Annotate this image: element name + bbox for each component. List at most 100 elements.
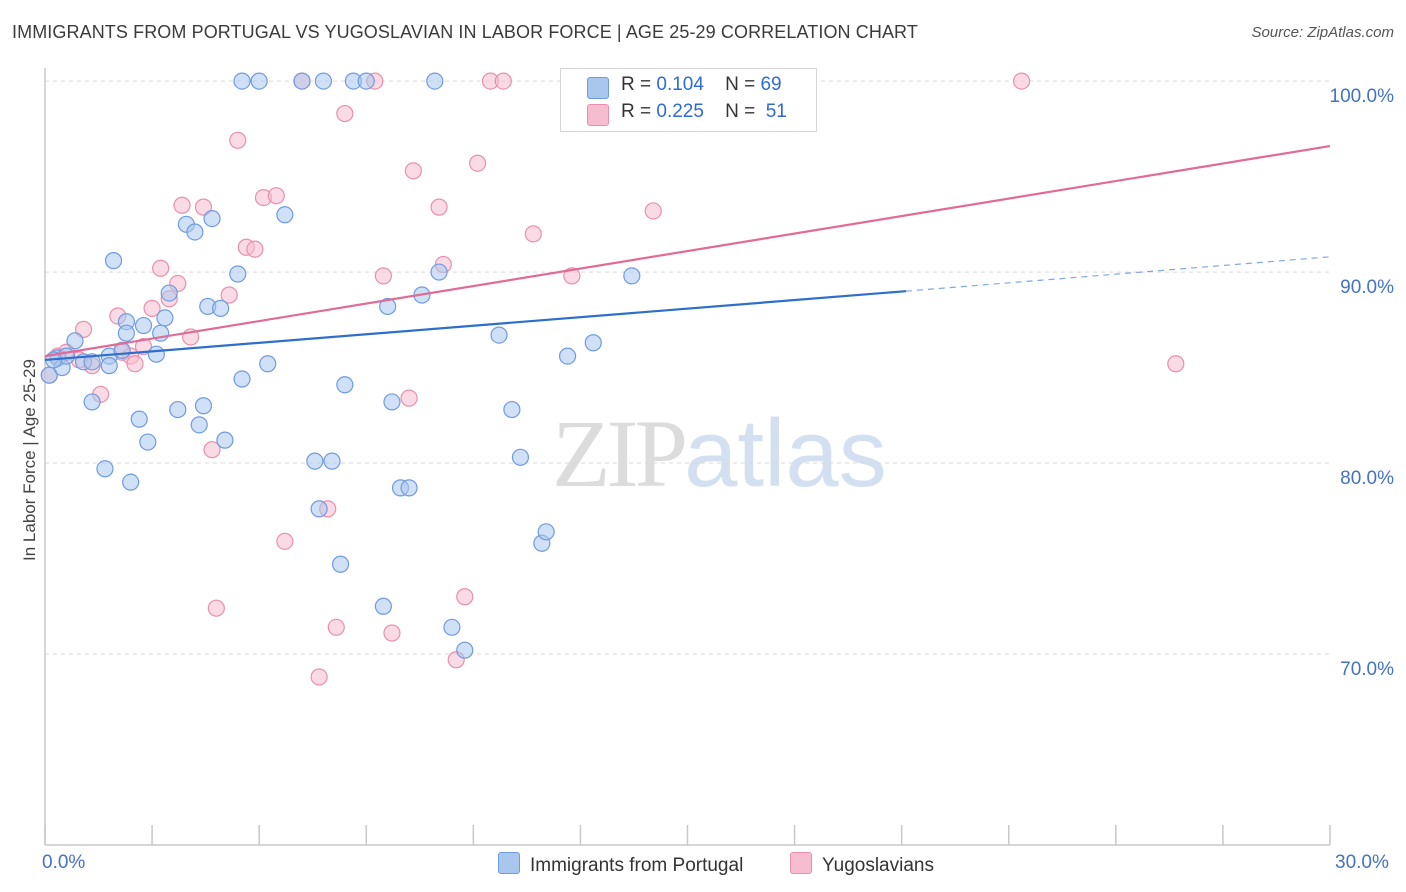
y-tick-label: 70.0% bbox=[1340, 659, 1394, 680]
data-point bbox=[511, 448, 530, 466]
legend-n-value: 51 bbox=[765, 101, 787, 122]
watermark-atlas: atlas bbox=[684, 400, 887, 507]
data-point bbox=[117, 324, 135, 342]
trend-line-portugal bbox=[44, 290, 907, 362]
axes bbox=[44, 68, 1331, 846]
y-tick-label: 80.0% bbox=[1340, 468, 1394, 489]
data-point bbox=[246, 240, 264, 258]
data-point bbox=[456, 641, 474, 659]
data-point bbox=[216, 431, 234, 449]
data-point bbox=[563, 267, 581, 285]
data-point bbox=[327, 618, 345, 636]
trend-line-portugal-projection bbox=[905, 256, 1331, 292]
data-point bbox=[173, 196, 191, 214]
legend-n-value: 69 bbox=[760, 74, 782, 95]
data-point bbox=[126, 355, 144, 373]
data-point bbox=[190, 416, 208, 434]
data-point bbox=[400, 389, 418, 407]
series-yugoslavians bbox=[40, 72, 1185, 686]
pink-swatch-icon bbox=[790, 852, 812, 874]
data-point bbox=[100, 357, 118, 375]
legend-r-value: 0.225 bbox=[656, 101, 704, 122]
data-point bbox=[469, 154, 487, 172]
trend-line-yugoslavians bbox=[44, 144, 1331, 358]
data-point bbox=[1167, 355, 1185, 373]
y-tick-label: 90.0% bbox=[1340, 277, 1394, 298]
data-point bbox=[66, 332, 84, 350]
data-point bbox=[267, 187, 285, 205]
data-point bbox=[259, 355, 277, 373]
trend-lines bbox=[44, 144, 1331, 362]
legend-n-label: N = bbox=[725, 101, 756, 122]
data-point bbox=[383, 393, 401, 411]
data-point bbox=[383, 624, 401, 642]
data-point bbox=[122, 473, 140, 491]
data-point bbox=[456, 588, 474, 606]
data-point bbox=[160, 284, 178, 302]
data-point bbox=[310, 500, 328, 518]
data-point bbox=[212, 299, 230, 317]
data-point bbox=[134, 316, 153, 335]
data-point bbox=[430, 263, 448, 281]
grid-lines bbox=[45, 80, 1330, 655]
data-point bbox=[537, 523, 555, 541]
data-point bbox=[331, 555, 350, 573]
data-point bbox=[400, 479, 418, 497]
data-point bbox=[83, 393, 101, 411]
bottom-legend-yugoslavians[interactable]: Yugoslavians bbox=[790, 852, 934, 877]
legend-n-label: N = bbox=[725, 74, 756, 95]
data-point bbox=[143, 299, 161, 317]
data-point bbox=[104, 252, 123, 270]
data-point bbox=[194, 397, 213, 415]
data-point bbox=[207, 599, 225, 617]
chart-title: IMMIGRANTS FROM PORTUGAL VS YUGOSLAVIAN … bbox=[12, 22, 918, 42]
y-tick-label: 100.0% bbox=[1329, 86, 1394, 107]
data-point bbox=[130, 410, 148, 428]
data-point bbox=[229, 131, 247, 149]
data-point bbox=[430, 198, 448, 216]
blue-swatch-icon bbox=[498, 852, 520, 874]
data-point bbox=[276, 206, 294, 224]
source-note: Source: ZipAtlas.com bbox=[1251, 24, 1394, 41]
data-point bbox=[336, 376, 354, 394]
data-point bbox=[83, 353, 101, 371]
data-point bbox=[404, 162, 422, 180]
data-point bbox=[644, 202, 662, 220]
data-point bbox=[336, 104, 354, 123]
data-point bbox=[374, 267, 392, 285]
data-point bbox=[494, 72, 512, 90]
legend-r-label: R = bbox=[621, 74, 652, 95]
data-point bbox=[503, 400, 521, 419]
legend-r-value: 0.104 bbox=[656, 74, 704, 95]
data-point bbox=[558, 347, 577, 365]
data-point bbox=[233, 72, 251, 90]
bottom-legend-portugal[interactable]: Immigrants from Portugal bbox=[498, 852, 743, 877]
data-point bbox=[169, 400, 187, 419]
data-point bbox=[623, 267, 641, 285]
bottom-legend-label: Immigrants from Portugal bbox=[530, 855, 744, 876]
data-point bbox=[584, 334, 602, 352]
data-point bbox=[426, 72, 444, 90]
data-point bbox=[524, 225, 542, 243]
pink-swatch-icon bbox=[587, 104, 609, 126]
data-point bbox=[233, 370, 251, 388]
data-point bbox=[156, 309, 174, 327]
data-point bbox=[314, 72, 333, 90]
data-point bbox=[293, 72, 311, 90]
data-point bbox=[147, 345, 165, 363]
data-point bbox=[374, 597, 392, 615]
correlation-legend: R = 0.104 N = 69 R = 0.225 N = 51 bbox=[560, 68, 817, 132]
data-point bbox=[250, 72, 268, 90]
data-point bbox=[306, 452, 324, 470]
data-point bbox=[96, 460, 114, 478]
data-point bbox=[203, 210, 221, 228]
watermark-logo: ZIPatlas bbox=[552, 398, 887, 509]
data-point bbox=[276, 532, 294, 550]
legend-r-label: R = bbox=[621, 101, 652, 122]
data-point bbox=[323, 452, 341, 470]
data-point bbox=[490, 326, 508, 344]
x-tick-label: 0.0% bbox=[42, 852, 86, 873]
x-tick-label: 30.0% bbox=[1335, 852, 1389, 873]
data-point bbox=[229, 265, 247, 283]
data-point bbox=[139, 433, 157, 451]
